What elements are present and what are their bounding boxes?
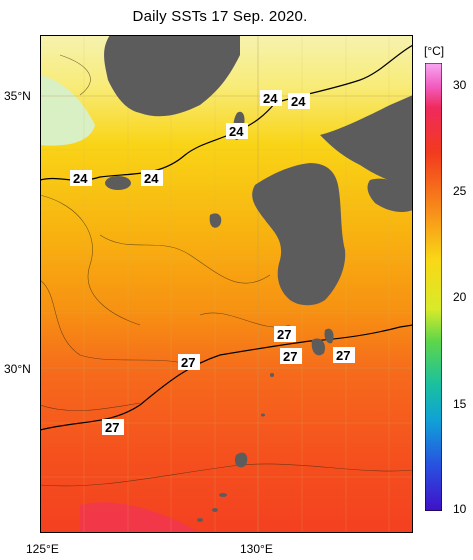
contour-label: 27	[277, 327, 291, 342]
land-osumi-islands	[311, 328, 334, 356]
contour-label: 27	[283, 349, 297, 364]
contour-labels: 24 24 24 24 24 27 27 27 27 27	[70, 90, 355, 435]
contour-label: 27	[105, 420, 119, 435]
cool-water-patch	[40, 75, 95, 146]
colorbar-tick-25: 25	[453, 184, 467, 198]
colorbar-unit: [°C]	[424, 44, 445, 58]
colorbar	[425, 63, 442, 511]
map-frame	[40, 35, 413, 533]
colorbar-tick-15: 15	[453, 397, 467, 411]
land-jeju	[105, 176, 131, 190]
colorbar-tick-30: 30	[453, 78, 467, 92]
sst-map: 24 24 24 24 24 27 27 27 27 27	[40, 35, 413, 533]
sea-area	[40, 35, 413, 533]
land-amami	[234, 452, 248, 468]
contour-label: 24	[229, 124, 244, 139]
lat-label-30n: 30°N	[4, 362, 31, 376]
warm-water-patch	[80, 502, 200, 533]
contour-label: 24	[291, 94, 306, 109]
contour-label: 27	[181, 355, 195, 370]
colorbar-tick-10: 10	[453, 502, 467, 516]
land-korea	[104, 35, 240, 117]
contour-label: 24	[263, 91, 278, 106]
land-goto	[209, 213, 222, 228]
lon-label-130e: 130°E	[240, 542, 273, 556]
land-kyushu	[252, 163, 346, 306]
land-honshu	[320, 95, 413, 185]
contour-label: 24	[73, 171, 88, 186]
graticule	[40, 35, 413, 533]
map-title: Daily SSTs 17 Sep. 2020.	[132, 8, 308, 25]
contour-label: 24	[144, 171, 159, 186]
colorbar-tick-20: 20	[453, 290, 467, 304]
lat-label-35n: 35°N	[4, 89, 31, 103]
land-ryukyu	[197, 373, 274, 522]
land-shikoku	[367, 178, 413, 213]
lon-label-125e: 125°E	[26, 542, 59, 556]
contour-label: 27	[336, 348, 350, 363]
